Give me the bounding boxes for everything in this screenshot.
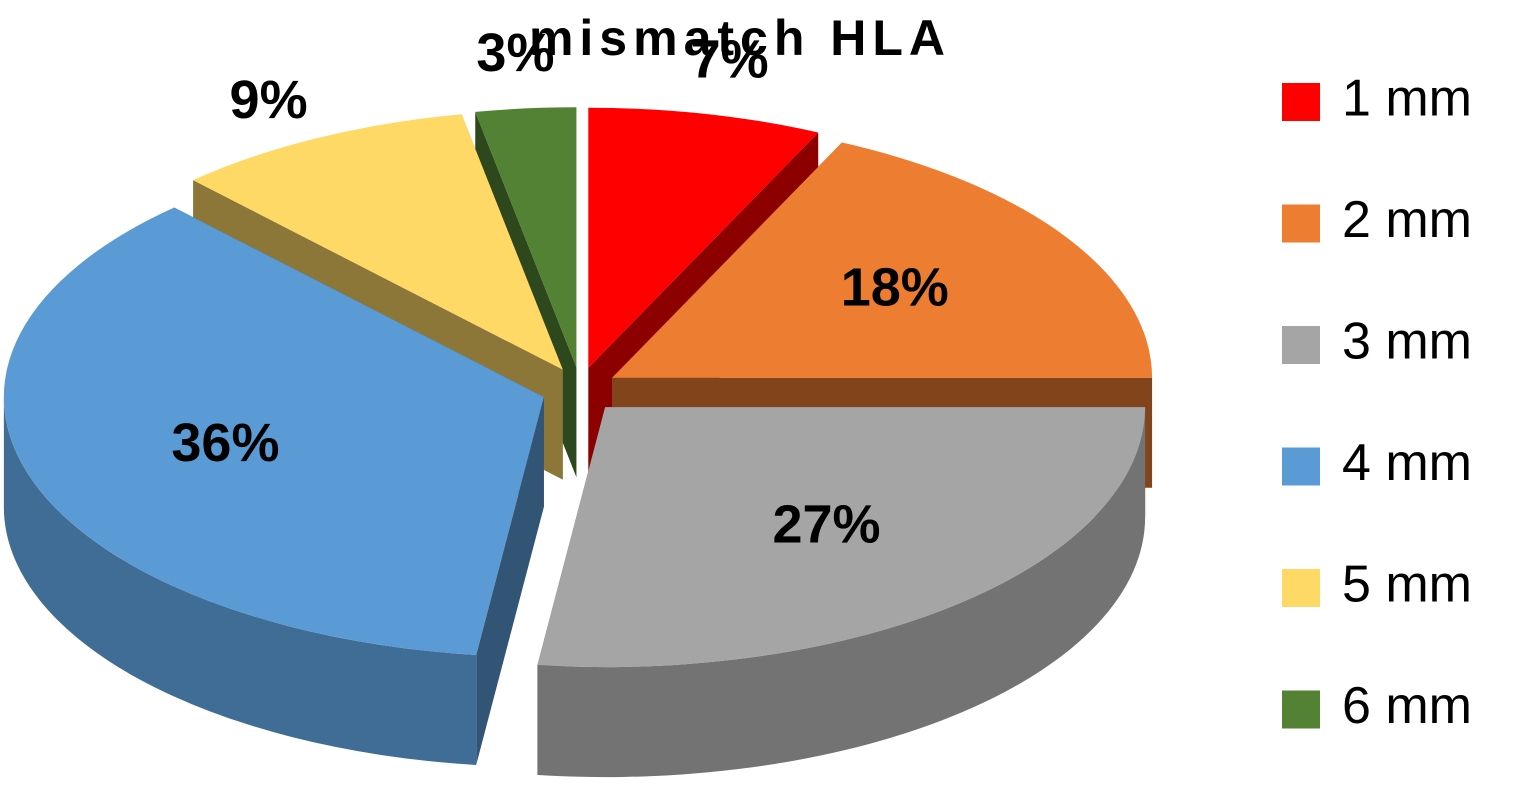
legend-swatch (1282, 690, 1320, 729)
data-label: 3% (476, 23, 554, 83)
legend-swatch (1282, 326, 1320, 364)
data-label: 9% (230, 70, 308, 130)
legend-label: 1 mm (1342, 70, 1472, 128)
slice-side (3, 397, 477, 765)
legend-swatch (1282, 569, 1320, 607)
data-label: 27% (772, 494, 880, 554)
slice (537, 407, 1146, 668)
slice (193, 114, 563, 370)
slice-side (537, 407, 1146, 778)
legend-label: 5 mm (1342, 556, 1472, 614)
data-label: 36% (171, 413, 279, 473)
legend-label: 4 mm (1342, 434, 1472, 492)
legend-label: 3 mm (1342, 313, 1472, 371)
slice (612, 142, 1153, 378)
slice (3, 207, 544, 655)
chart-title: mismatch HLA (529, 10, 951, 66)
slice (475, 107, 577, 368)
legend-label: 2 mm (1342, 191, 1472, 249)
slice (588, 107, 819, 368)
legend-label: 6 mm (1342, 677, 1472, 735)
data-label: 18% (841, 258, 949, 318)
legend-swatch (1282, 447, 1320, 486)
legend-swatch (1282, 83, 1320, 121)
data-label: 7% (691, 30, 769, 90)
legend-swatch (1282, 204, 1320, 243)
